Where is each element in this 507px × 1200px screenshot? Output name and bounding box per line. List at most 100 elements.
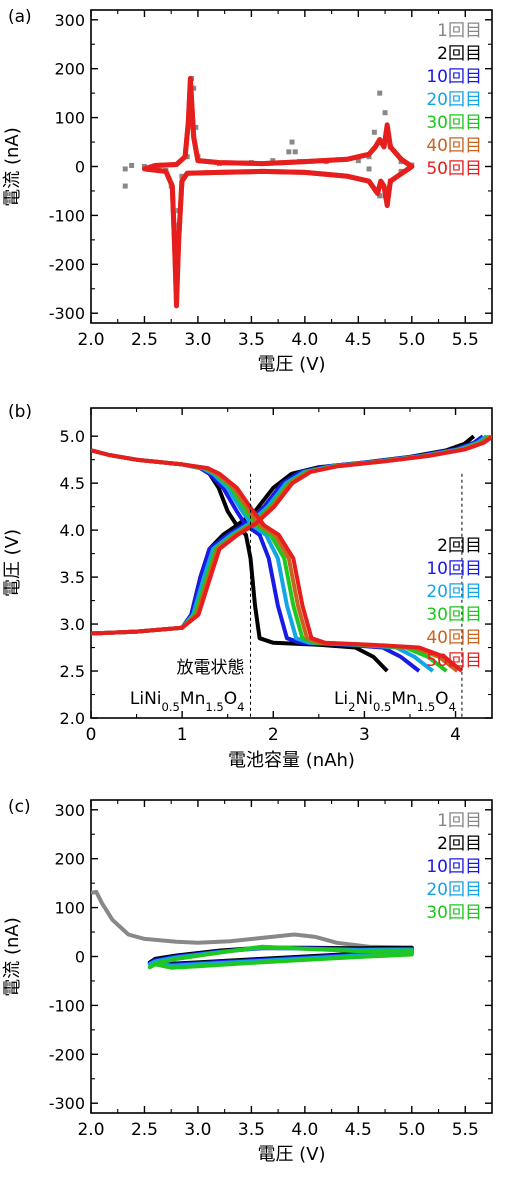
- annotations: 放電状態 LiNi0.5Mn1.5O4 Li2Ni0.5Mn1.5O4: [130, 658, 456, 714]
- y-tick-label: -100: [49, 996, 85, 1015]
- x-tick-label: 2.5: [131, 330, 158, 350]
- legend-entry: 30回目: [426, 903, 482, 923]
- discharge-curve: [91, 448, 389, 673]
- plot-area: [122, 75, 415, 309]
- y-tick-label: 2.0: [60, 709, 85, 728]
- data-point: [382, 110, 388, 116]
- x-tick-label: 0: [86, 725, 97, 745]
- chart-panel-1: (a) 2.0 2.5 3.0 3.5 4.0 4.5 5.0 5.5 300 200 100 0 -10…: [2, 7, 493, 375]
- plot-frame: [90, 407, 493, 719]
- x-tick-label: 2.5: [131, 1120, 158, 1140]
- x-tick-label: 3.5: [238, 330, 265, 350]
- plot-area: [91, 434, 492, 673]
- data-point: [292, 149, 298, 155]
- x-axis-label: 電圧 (V): [257, 354, 325, 375]
- x-tick-label: 4.0: [291, 1120, 318, 1140]
- legend: 1回目 2回目 10回目 20回目 30回目 40回目 50回目: [426, 21, 482, 179]
- y-tick-label: 200: [54, 60, 85, 79]
- x-axis-label: 電池容量 (nAh): [228, 750, 355, 771]
- x-tick-label: 4.0: [291, 330, 318, 350]
- legend-entry: 20回目: [426, 880, 482, 900]
- data-point: [377, 193, 383, 199]
- legend: 2回目 10回目 20回目 30回目 40回目 50回目: [426, 536, 482, 671]
- y-tick-label: 0: [75, 158, 85, 177]
- x-tick-label: 5.0: [398, 330, 425, 350]
- x-tick-label: 2.0: [77, 1120, 104, 1140]
- x-tick-label: 3.5: [238, 1120, 265, 1140]
- y-tick-label: 0: [75, 948, 85, 967]
- panel-label: (a): [8, 7, 32, 27]
- legend-entry: 50回目: [426, 651, 482, 671]
- charge-curve: [91, 434, 491, 636]
- panel-label: (c): [8, 797, 31, 817]
- y-tick-label: 4.0: [60, 521, 85, 540]
- series-50回目: [142, 76, 415, 309]
- legend-entry: 40回目: [426, 628, 482, 648]
- x-tick-label: 3: [359, 725, 370, 745]
- data-point: [122, 183, 128, 189]
- x-tick-label: 2: [268, 725, 279, 745]
- x-tick-label: 5.0: [398, 1120, 425, 1140]
- annotation-state: 放電状態: [176, 658, 244, 678]
- x-tick-label: 4.5: [345, 330, 372, 350]
- series-50回目: [91, 434, 492, 673]
- legend-entry: 10回目: [426, 67, 482, 87]
- data-point: [377, 90, 383, 96]
- axis-ticks: 2.0 2.5 3.0 3.5 4.0 4.5 5.0 5.5 300 200 100 0 -100 -2…: [49, 10, 492, 350]
- discharge-curve: [91, 448, 421, 673]
- y-axis-label: 電圧 (V): [2, 529, 23, 597]
- y-axis-label: 電流 (nA): [2, 917, 23, 997]
- legend-entry: 1回目: [437, 811, 482, 831]
- chart-panel-3: (c) 2.0 2.5 3.0 3.5 4.0 4.5 5.0 5.5 300 200 100 0 -10…: [2, 797, 493, 1165]
- data-point: [289, 139, 295, 145]
- y-tick-label: 4.5: [60, 474, 85, 493]
- axis-ticks: 0 1 2 3 4 5.0 4.5 4.0 3.5 3.0 2.5 2.0: [60, 408, 492, 745]
- y-axis-label: 電流 (nA): [2, 127, 23, 207]
- y-tick-label: 200: [54, 850, 85, 869]
- series-1回目: [91, 889, 412, 950]
- series-line: [147, 944, 414, 970]
- series-line: [142, 76, 415, 309]
- legend-entry: 50回目: [426, 159, 482, 179]
- y-tick-label: 300: [54, 11, 85, 30]
- data-point: [191, 85, 197, 91]
- legend-entry: 1回目: [437, 21, 482, 41]
- discharge-curve: [91, 448, 464, 673]
- legend-entry: 30回目: [426, 605, 482, 625]
- y-tick-label: 100: [54, 109, 85, 128]
- legend-entry: 10回目: [426, 559, 482, 579]
- y-tick-label: 300: [54, 801, 85, 820]
- y-tick-label: -300: [49, 304, 85, 323]
- x-tick-label: 5.5: [452, 330, 479, 350]
- data-point: [355, 158, 361, 164]
- data-point: [179, 173, 185, 179]
- charge-curve: [91, 434, 492, 636]
- y-tick-label: -200: [49, 1045, 85, 1064]
- series-30回目: [147, 944, 414, 970]
- charge-curve: [91, 434, 488, 636]
- annotation-left-formula: LiNi0.5Mn1.5O4: [130, 689, 245, 714]
- legend-entry: 10回目: [426, 857, 482, 877]
- legend-entry: 2回目: [437, 536, 482, 556]
- series-line: [91, 889, 412, 950]
- y-tick-label: -300: [49, 1094, 85, 1113]
- x-tick-label: 3.0: [184, 1120, 211, 1140]
- data-point: [193, 124, 199, 130]
- x-tick-label: 1: [177, 725, 188, 745]
- x-tick-label: 5.5: [452, 1120, 479, 1140]
- legend-entry: 30回目: [426, 113, 482, 133]
- legend-entry: 20回目: [426, 90, 482, 110]
- discharge-curve: [91, 448, 459, 673]
- legend-entry: 2回目: [437, 834, 482, 854]
- y-tick-label: -100: [49, 206, 85, 225]
- data-point: [286, 149, 292, 155]
- x-tick-label: 4.5: [345, 1120, 372, 1140]
- x-tick-label: 3.0: [184, 330, 211, 350]
- y-tick-label: 2.5: [60, 662, 85, 681]
- y-tick-label: 100: [54, 899, 85, 918]
- axis-ticks: 2.0 2.5 3.0 3.5 4.0 4.5 5.0 5.5 300 200 100 0 -100 -2…: [49, 800, 492, 1140]
- data-point: [129, 163, 135, 169]
- y-tick-label: -200: [49, 255, 85, 274]
- panel-label: (b): [8, 402, 32, 422]
